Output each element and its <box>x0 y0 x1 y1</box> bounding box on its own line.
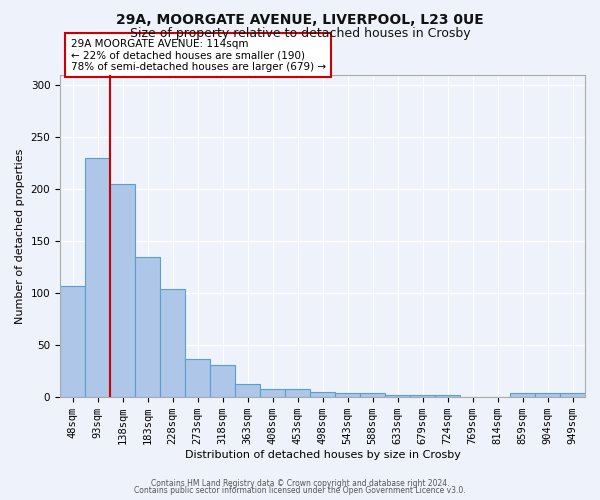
Bar <box>360 393 385 397</box>
Bar <box>385 395 410 397</box>
Text: 29A MOORGATE AVENUE: 114sqm
← 22% of detached houses are smaller (190)
78% of se: 29A MOORGATE AVENUE: 114sqm ← 22% of det… <box>71 38 326 72</box>
Bar <box>410 395 435 397</box>
Bar <box>310 392 335 397</box>
Bar <box>335 393 360 397</box>
Text: Contains public sector information licensed under the Open Government Licence v3: Contains public sector information licen… <box>134 486 466 495</box>
Bar <box>435 395 460 397</box>
Bar <box>60 286 85 397</box>
X-axis label: Distribution of detached houses by size in Crosby: Distribution of detached houses by size … <box>185 450 460 460</box>
Bar <box>135 257 160 397</box>
Bar <box>285 389 310 397</box>
Text: 29A, MOORGATE AVENUE, LIVERPOOL, L23 0UE: 29A, MOORGATE AVENUE, LIVERPOOL, L23 0UE <box>116 12 484 26</box>
Bar <box>260 389 285 397</box>
Bar <box>110 184 135 397</box>
Bar <box>535 393 560 397</box>
Bar <box>560 393 585 397</box>
Bar <box>510 393 535 397</box>
Text: Contains HM Land Registry data © Crown copyright and database right 2024.: Contains HM Land Registry data © Crown c… <box>151 478 449 488</box>
Bar <box>185 359 210 397</box>
Bar <box>160 289 185 397</box>
Text: Size of property relative to detached houses in Crosby: Size of property relative to detached ho… <box>130 28 470 40</box>
Bar <box>85 158 110 397</box>
Bar <box>210 365 235 397</box>
Bar <box>235 384 260 397</box>
Y-axis label: Number of detached properties: Number of detached properties <box>15 148 25 324</box>
